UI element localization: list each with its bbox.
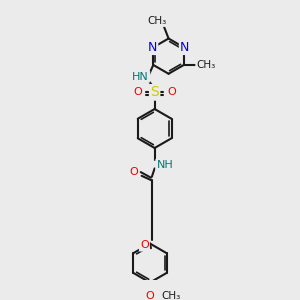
Text: O: O [167, 87, 176, 97]
Text: S: S [150, 85, 159, 99]
Text: CH₃: CH₃ [148, 16, 167, 26]
Text: N: N [148, 41, 157, 54]
Text: N: N [180, 41, 189, 54]
Text: CH₃: CH₃ [162, 292, 181, 300]
Text: CH₃: CH₃ [196, 60, 216, 70]
Text: O: O [134, 87, 142, 97]
Text: NH: NH [157, 160, 173, 170]
Text: O: O [140, 240, 149, 250]
Text: O: O [129, 167, 138, 177]
Text: HN: HN [132, 71, 149, 82]
Text: O: O [146, 292, 154, 300]
